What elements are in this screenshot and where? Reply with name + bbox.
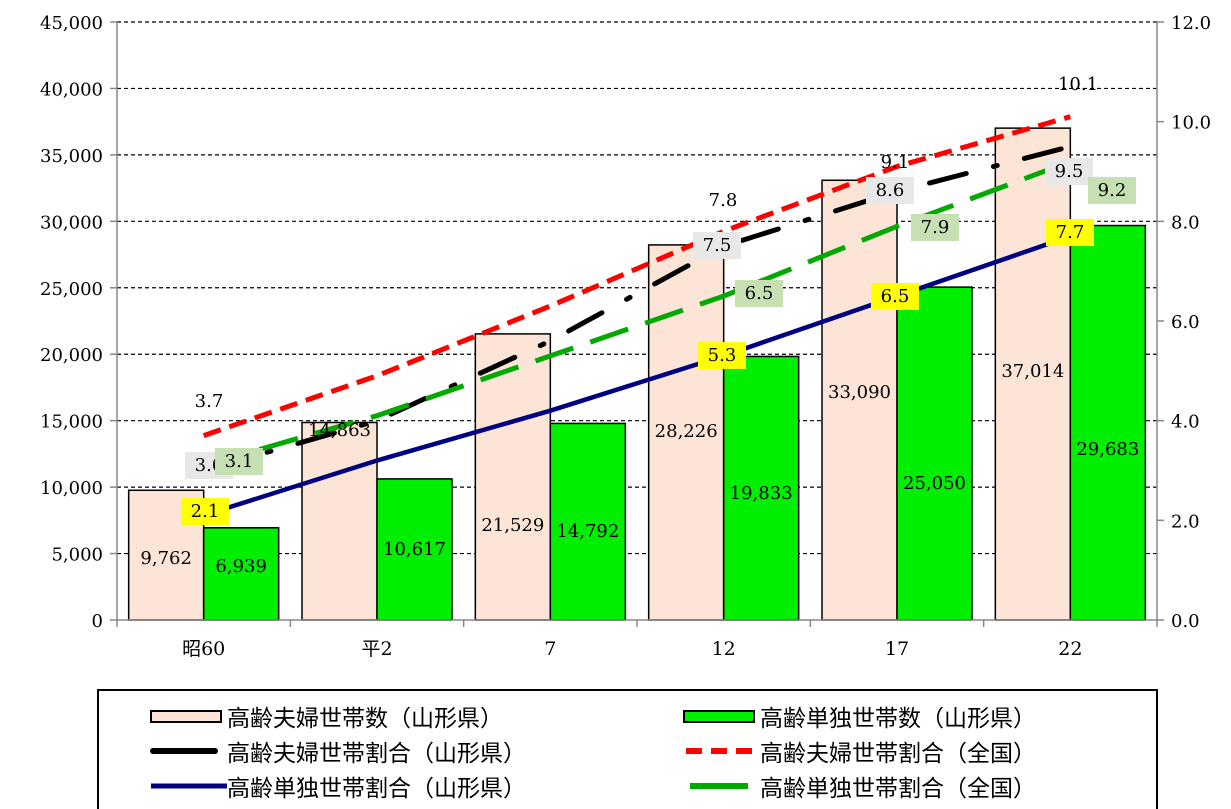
y-tick-label-right: 6.0 [1171,312,1200,333]
legend-item-single-count: 高齢単独世帯数（山形県） [682,699,1036,733]
bar-single-count [722,355,800,621]
bar-value-label: 19,833 [730,483,793,504]
bar-value-label: 6,939 [215,556,267,577]
legend-swatch-pair-ratio-national [682,741,760,761]
y-tick-label-right: 10.0 [1171,113,1211,134]
bar-value-label: 9,762 [140,548,192,569]
x-tick-label: 17 [885,638,909,660]
y-tick-label-left: 5,000 [51,545,103,566]
line-value-highlight [181,498,229,525]
line-value-label: 6.5 [745,283,774,304]
bar-value-label: 33,090 [828,382,891,403]
bar-value-label: 10,617 [383,539,446,560]
legend-item-single-ratio-yamagata: 高齢単独世帯割合（山形県） [149,769,526,803]
y-tick-label-right: 12.0 [1171,13,1211,34]
line-value-label: 10.1 [1058,74,1098,95]
bar-value-label: 28,226 [655,421,718,442]
y-tick-label-right: 0.0 [1171,611,1200,632]
legend-item-pair-ratio-national: 高齢夫婦世帯割合（全国） [682,734,1036,768]
line-value-label: 5.3 [708,345,737,366]
line-value-highlight [866,177,914,204]
line-value-label: 8.6 [876,180,905,201]
line-value-label: 7.9 [921,217,950,238]
y-tick-label-left: 40,000 [40,79,103,100]
line-value-highlight [698,342,746,369]
y-tick-label-right: 4.0 [1171,412,1200,433]
bar-single-count [376,478,453,621]
bar-pair-count [647,244,725,621]
y-tick-label-right: 8.0 [1171,212,1200,233]
legend-label: 高齢夫婦世帯割合（全国） [760,741,1036,767]
bar-value-label: 14,863 [308,420,371,441]
bar-single-count [549,422,627,621]
line-value-highlight [1046,219,1094,246]
line-value-highlight [871,283,919,310]
legend-item-pair-count: 高齢夫婦世帯数（山形県） [149,699,503,733]
x-tick-label: 7 [544,638,556,660]
legend-item-pair-ratio-yamagata: 高齢夫婦世帯割合（山形県） [149,734,526,768]
line-value-highlight [1045,158,1093,185]
line-value-highlight [735,280,783,307]
legend-swatch-single-ratio-national [682,776,760,796]
line-value-highlight [215,448,263,475]
legend-label: 高齢夫婦世帯割合（山形県） [227,741,526,767]
legend-label: 高齢単独世帯数（山形県） [760,706,1036,732]
line-value-label: 7.7 [1056,222,1085,243]
bar-value-label: 25,050 [903,473,966,494]
x-tick-label: 平2 [361,638,392,660]
line-value-highlight [911,214,959,241]
chart-plot: 0 5,000 10,000 15,000 20,000 25,000 30,000 35,0… [40,13,1211,660]
bar-value-label: 14,792 [556,521,619,542]
bar-pair-count [301,421,378,621]
line-value-label: 7.5 [703,235,732,256]
y-tick-label-right: 2.0 [1171,511,1200,532]
y-tick-label-left: 15,000 [40,412,103,433]
legend-label: 高齢夫婦世帯数（山形県） [227,706,503,732]
bar-value-label: 21,529 [481,515,544,536]
line-single-ratio-yamagata [202,234,1072,518]
line-value-highlight [693,232,741,259]
bar-single-count [896,286,973,621]
bar-value-label: 29,683 [1076,439,1139,460]
legend-swatch-pair-ratio-yamagata [149,741,227,761]
y-tick-label-left: 0 [92,611,103,632]
line-value-label: 9.5 [1055,161,1084,182]
y-tick-label-left: 35,000 [40,146,103,167]
legend-item-single-ratio-national: 高齢単独世帯割合（全国） [682,769,1036,803]
bar-pair-count [474,333,552,621]
legend-swatch-single-ratio-yamagata [149,776,227,796]
line-value-label: 9.2 [1098,180,1127,201]
legend-label: 高齢単独世帯割合（山形県） [227,776,526,802]
x-tick-label: 22 [1058,638,1082,660]
line-value-label: 3.1 [225,451,254,472]
legend-swatch-pair-count [149,706,227,726]
bar-single-count [1069,224,1147,621]
data-labels: 9,762 14,863 21,529 28,226 33,090 37,014 6,939… [140,74,1139,577]
line-value-label: 9.1 [881,152,910,173]
x-tick-label: 12 [712,638,736,660]
x-tick-label: 昭60 [182,638,225,660]
y-tick-label-left: 45,000 [40,13,103,34]
line-value-label: 7.8 [709,190,738,211]
bar-value-label: 37,014 [1001,361,1064,382]
legend-label: 高齢単独世帯割合（全国） [760,776,1036,802]
line-value-label: 3.7 [195,391,224,412]
axes: 0 5,000 10,000 15,000 20,000 25,000 30,000 35,0… [40,13,1211,660]
legend-swatch-single-count [682,706,760,726]
y-tick-label-left: 10,000 [40,478,103,499]
y-tick-label-left: 25,000 [40,279,103,300]
gridlines [117,21,1157,555]
bar-marks [127,127,1147,621]
line-value-label: 2.1 [191,501,220,522]
y-tick-label-left: 20,000 [40,345,103,366]
y-tick-label-left: 30,000 [40,212,103,233]
line-value-highlight [1088,177,1136,204]
line-pair-ratio-national [202,114,1072,438]
legend: 高齢夫婦世帯数（山形県） 高齢単独世帯数（山形県） 高齢夫婦世帯割合（山形県） … [97,689,1158,809]
line-value-label: 6.5 [881,286,910,307]
